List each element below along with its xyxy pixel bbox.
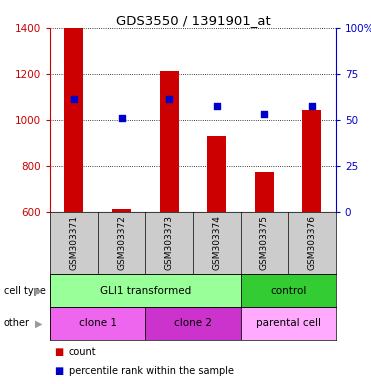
Bar (160, 71, 179, 212)
Text: ▶: ▶ (35, 318, 43, 328)
Text: GLI1 transformed: GLI1 transformed (100, 285, 191, 296)
Text: parental cell: parental cell (256, 318, 321, 328)
Text: GSM303375: GSM303375 (260, 215, 269, 270)
Bar (50, 274, 240, 307)
Text: ■: ■ (54, 346, 63, 356)
Text: count: count (69, 346, 96, 356)
Point (214, 103, 220, 109)
Text: GSM303374: GSM303374 (212, 215, 221, 270)
Text: cell type: cell type (4, 285, 46, 296)
Bar (112, 209, 131, 212)
Bar (65, 28, 83, 212)
Bar (255, 172, 274, 212)
Text: ▶: ▶ (35, 285, 43, 296)
Bar (50, 307, 145, 340)
Bar (240, 307, 336, 340)
Point (71, 96, 77, 103)
Text: GSM303376: GSM303376 (308, 215, 316, 270)
Text: clone 2: clone 2 (174, 318, 212, 328)
Point (262, 111, 267, 118)
Point (166, 96, 172, 103)
Point (119, 115, 125, 121)
Text: GSM303373: GSM303373 (165, 215, 174, 270)
Text: GSM303372: GSM303372 (117, 215, 126, 270)
Text: other: other (4, 318, 30, 328)
Text: GSM303371: GSM303371 (69, 215, 78, 270)
Text: control: control (270, 285, 306, 296)
Bar (302, 110, 322, 212)
Text: percentile rank within the sample: percentile rank within the sample (69, 366, 234, 376)
Point (309, 103, 315, 109)
Bar (207, 136, 226, 212)
Title: GDS3550 / 1391901_at: GDS3550 / 1391901_at (115, 14, 270, 27)
Bar (145, 307, 240, 340)
Text: clone 1: clone 1 (79, 318, 117, 328)
Text: ■: ■ (54, 366, 63, 376)
Bar (240, 274, 336, 307)
